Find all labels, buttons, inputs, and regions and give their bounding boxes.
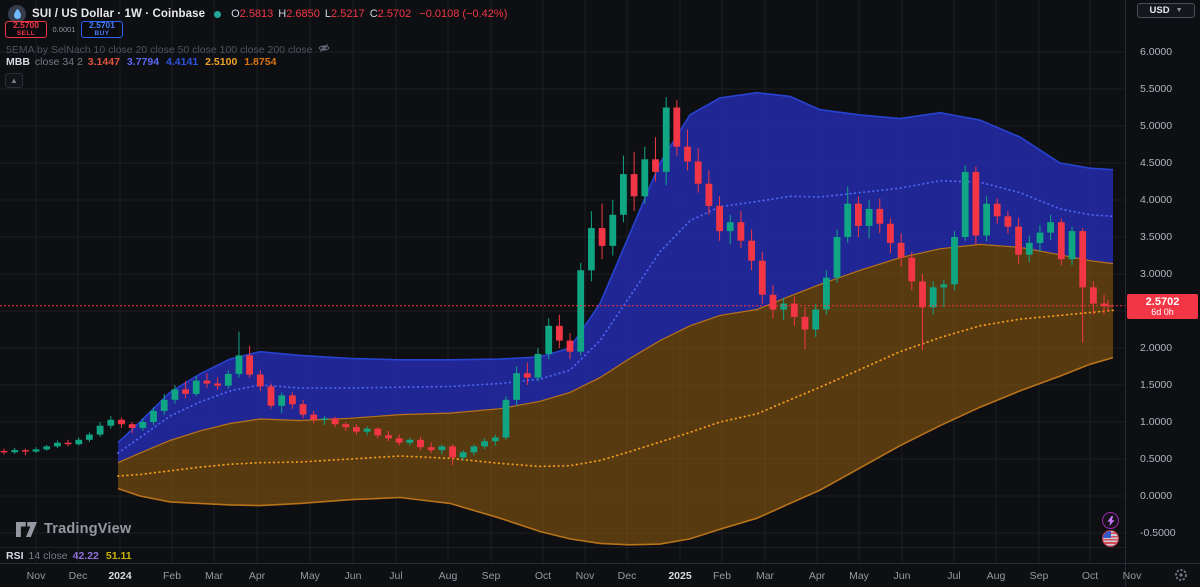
mbb-value: 3.1447 bbox=[87, 56, 120, 68]
time-axis-label: Oct bbox=[534, 570, 552, 582]
lightning-icon[interactable] bbox=[1102, 512, 1119, 529]
buy-label: BUY bbox=[94, 30, 110, 38]
bar-countdown: 6d 0h bbox=[1151, 306, 1174, 317]
tradingview-logo-text: TradingView bbox=[44, 521, 132, 537]
price-axis-label: -0.5000 bbox=[1140, 527, 1176, 539]
time-axis-label: Aug bbox=[986, 570, 1006, 582]
time-axis-label: Aug bbox=[438, 570, 458, 582]
rsi-indicator-name: RSI bbox=[6, 550, 24, 562]
price-axis-label: 0.0000 bbox=[1140, 490, 1173, 502]
market-status-icon[interactable] bbox=[214, 10, 222, 18]
time-axis-label: Mar bbox=[204, 570, 224, 582]
time-axis-label: Mar bbox=[755, 570, 775, 582]
tradingview-logo[interactable]: TradingView bbox=[16, 521, 131, 537]
price-axis[interactable]: 6.0000 5.5000 5.0000 4.5000 4.0000 3.5000 3.00… bbox=[1126, 0, 1200, 563]
symbol-legend-row: SUI / US Dollar · 1W · Coinbase O2.5813 H… bbox=[8, 5, 507, 23]
mbb-value: 4.4141 bbox=[166, 56, 199, 68]
rsi-value: 42.22 bbox=[72, 550, 99, 562]
sui-logo-icon[interactable] bbox=[8, 5, 26, 23]
price-axis-divider bbox=[1125, 0, 1126, 587]
time-axis-label: Feb bbox=[162, 570, 182, 582]
price-axis-label: 6.0000 bbox=[1140, 46, 1173, 58]
price-axis-label: 4.5000 bbox=[1140, 157, 1173, 169]
us-flag-canton bbox=[1103, 531, 1111, 538]
rsi-indicator-params: 14 close bbox=[28, 550, 68, 562]
rsi-pane-divider[interactable] bbox=[0, 547, 1125, 548]
mbb-value: 2.5100 bbox=[205, 56, 238, 68]
currency-label: USD bbox=[1149, 5, 1170, 16]
eye-off-icon[interactable] bbox=[318, 43, 330, 56]
time-axis-label: Jun bbox=[344, 570, 362, 582]
time-axis-label: Oct bbox=[1081, 570, 1099, 582]
ohlc-item: C2.5702 bbox=[369, 8, 412, 20]
currency-toggle-button[interactable]: USD ▼ bbox=[1137, 3, 1195, 18]
rsi-values: 42.22 51.11 bbox=[73, 550, 132, 562]
price-change: −0.0108 (−0.42%) bbox=[419, 8, 508, 20]
price-axis-label: 0.5000 bbox=[1140, 453, 1173, 465]
floating-icons bbox=[1102, 512, 1119, 547]
time-axis-label: Jul bbox=[947, 570, 961, 582]
time-axis-label: Dec bbox=[617, 570, 637, 582]
time-axis-label: Feb bbox=[712, 570, 732, 582]
ohlc-item: L2.5217 bbox=[324, 8, 365, 20]
price-axis-label: 1.0000 bbox=[1140, 416, 1173, 428]
mbb-value: 1.8754 bbox=[244, 56, 277, 68]
time-axis-label: May bbox=[300, 570, 320, 582]
tradingview-logo-icon bbox=[16, 521, 37, 537]
time-axis-label: 2024 bbox=[108, 570, 132, 582]
sell-button[interactable]: 2.5700 SELL bbox=[5, 21, 47, 38]
price-axis-label: 5.5000 bbox=[1140, 83, 1173, 95]
time-axis-label: Apr bbox=[248, 570, 266, 582]
time-axis-label: Nov bbox=[575, 570, 595, 582]
last-price-value: 2.5702 bbox=[1145, 295, 1180, 308]
time-axis-label: Nov bbox=[1122, 570, 1142, 582]
trade-panel: 2.5700 SELL 0.0001 2.5701 BUY bbox=[5, 21, 123, 38]
mbb-value: 3.7794 bbox=[126, 56, 160, 68]
mbb-indicator-name: MBB bbox=[6, 56, 30, 68]
price-axis-label: 1.5000 bbox=[1140, 379, 1173, 391]
gear-icon[interactable] bbox=[1174, 568, 1190, 584]
rsi-value: 51.11 bbox=[105, 550, 132, 562]
time-axis-label: Sep bbox=[1029, 570, 1049, 582]
price-axis-label: 2.0000 bbox=[1140, 342, 1173, 354]
symbol-title[interactable]: SUI / US Dollar · 1W · Coinbase bbox=[32, 8, 206, 20]
time-axis-divider bbox=[0, 563, 1200, 564]
time-axis-label: Nov bbox=[26, 570, 46, 582]
mbb-indicator-row[interactable]: MBB close 34 2 3.1447 3.7794 4.4141 2.5100 1… bbox=[6, 56, 276, 68]
price-axis-label: 3.0000 bbox=[1140, 268, 1173, 280]
mbb-values: 3.1447 3.7794 4.4141 2.5100 1.8754 bbox=[88, 56, 277, 68]
rsi-indicator-row[interactable]: RSI 14 close 42.22 51.11 bbox=[6, 550, 132, 562]
time-axis-label: Dec bbox=[68, 570, 88, 582]
time-axis-label: 2025 bbox=[668, 570, 692, 582]
ema-indicator-label: 5EMA by SelNach 10 close 20 close 50 clo… bbox=[6, 43, 313, 56]
buy-price: 2.5701 bbox=[89, 20, 115, 31]
time-axis-label: Jun bbox=[893, 570, 911, 582]
time-axis[interactable]: Nov Dec 2024 Feb Mar Apr May Jun Jul Aug Sep Oct Nov… bbox=[0, 564, 1200, 587]
price-axis-label: 4.0000 bbox=[1140, 194, 1173, 206]
spread-value: 0.0001 bbox=[52, 25, 76, 34]
price-axis-label: 3.5000 bbox=[1140, 231, 1173, 243]
last-price-badge: 2.5702 6d 0h bbox=[1127, 294, 1198, 319]
ema-indicator-row[interactable]: 5EMA by SelNach 10 close 20 close 50 clo… bbox=[6, 43, 330, 56]
sell-price: 2.5700 bbox=[13, 20, 39, 31]
time-axis-label: Apr bbox=[808, 570, 826, 582]
ohlc-item: O2.5813 bbox=[231, 8, 274, 20]
sell-label: SELL bbox=[16, 30, 36, 38]
chevron-down-icon: ▼ bbox=[1175, 7, 1183, 14]
price-axis-label: 5.0000 bbox=[1140, 120, 1173, 132]
ohlc-values: O2.5813 H2.6850 L2.5217 C2.5702 bbox=[231, 8, 411, 20]
mbb-indicator-params: close 34 2 bbox=[34, 56, 83, 68]
ohlc-item: H2.6850 bbox=[278, 8, 320, 20]
us-flag-icon[interactable] bbox=[1102, 530, 1119, 547]
time-axis-label: Sep bbox=[481, 570, 501, 582]
time-axis-label: May bbox=[849, 570, 869, 582]
time-axis-label: Jul bbox=[389, 570, 403, 582]
buy-button[interactable]: 2.5701 BUY bbox=[81, 21, 123, 38]
chevron-up-icon[interactable]: ▲ bbox=[5, 73, 23, 88]
